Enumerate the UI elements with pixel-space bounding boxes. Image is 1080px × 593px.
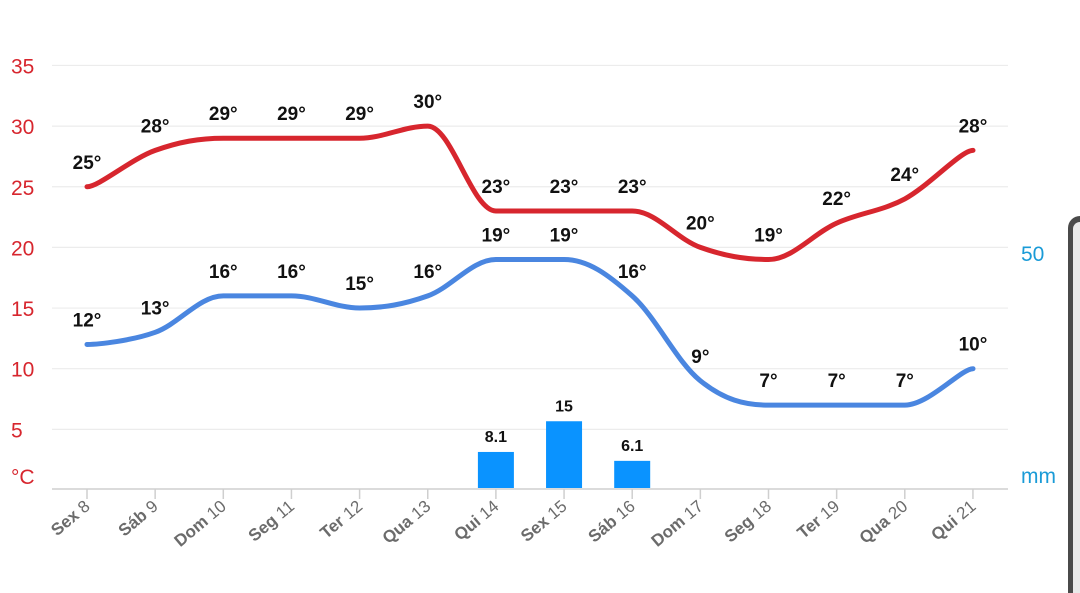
x-tick-label: Qua 13 — [379, 497, 435, 548]
temp-label-max: 25° — [73, 153, 102, 174]
y-tick-label: 35 — [11, 55, 34, 78]
precipitation-bar — [477, 451, 514, 488]
x-tick-label: Ter 12 — [317, 497, 367, 543]
y-tick-label: 25 — [11, 177, 34, 200]
temp-label-max: 28° — [141, 116, 170, 137]
temp-label-max: 20° — [686, 213, 715, 234]
temp-line-max — [84, 123, 976, 262]
y-axis-ticks: 5 10 15 20 25 30 35 — [11, 55, 34, 442]
x-tick-label: Seg 18 — [721, 497, 775, 547]
x-tick-label: Dom 17 — [648, 497, 707, 551]
y-tick-label: 30 — [11, 116, 34, 139]
temp-label-min: 13° — [141, 298, 170, 319]
x-tick-label: Sáb 9 — [115, 497, 162, 541]
x-tick-label: Sex 8 — [47, 497, 93, 540]
temp-label-min: 9° — [691, 347, 709, 368]
temp-label-max: 23° — [618, 177, 647, 198]
y-tick-label: 20 — [11, 237, 34, 260]
temp-line-min — [84, 256, 976, 408]
precipitation-label: 8.1 — [485, 429, 507, 446]
y-tick-label: 10 — [11, 359, 34, 382]
y2-axis-unit: mm — [1021, 465, 1056, 488]
precipitation-bars: 8.1 15 6.1 — [477, 398, 651, 488]
y-axis-unit: °C — [11, 466, 35, 489]
temp-label-min: 7° — [759, 371, 777, 392]
temp-label-max: 24° — [890, 165, 919, 186]
x-tick-label: Qui 21 — [927, 497, 979, 545]
y2-axis-tick: 50 — [1021, 243, 1044, 266]
temp-label-min: 10° — [959, 335, 988, 356]
temp-label-max: 23° — [550, 177, 579, 198]
temp-label-min: 19° — [550, 226, 579, 247]
temp-label-min: 7° — [828, 371, 846, 392]
temp-label-min: 16° — [209, 262, 238, 283]
x-tick-label: Qua 20 — [856, 497, 912, 548]
precipitation-bar — [614, 460, 651, 488]
temp-label-max: 19° — [754, 226, 783, 247]
x-tick-label: Dom 10 — [171, 497, 230, 551]
x-tick-label: Sex 15 — [517, 497, 570, 546]
temp-label-max: 23° — [482, 177, 511, 198]
temp-label-min: 15° — [345, 274, 374, 295]
temp-label-max: 28° — [959, 116, 988, 137]
temp-label-max: 30° — [413, 92, 442, 113]
temp-label-max: 29° — [209, 104, 238, 125]
grid-lines — [52, 64, 1008, 430]
temp-label-max: 29° — [277, 104, 306, 125]
temp-label-min: 7° — [896, 371, 914, 392]
temperature-labels: 25° 28° 29° 29° 29° 30° 23° 23° 23° 20° 19° 22° 24° 2… — [73, 92, 988, 392]
temp-label-max: 29° — [345, 104, 374, 125]
temp-label-min: 19° — [482, 226, 511, 247]
x-tick-label: Seg 11 — [245, 497, 298, 546]
temp-label-min: 16° — [618, 262, 647, 283]
x-tick-label: Qui 14 — [450, 497, 502, 545]
x-tick-label: Ter 19 — [794, 497, 844, 543]
y-tick-label: 5 — [11, 419, 23, 442]
temp-label-max: 22° — [822, 189, 851, 210]
precipitation-bar — [546, 421, 583, 488]
temp-label-min: 16° — [277, 262, 306, 283]
scroll-edge-track — [1073, 222, 1080, 593]
precipitation-label: 15 — [555, 398, 573, 415]
y-tick-label: 15 — [11, 298, 34, 321]
temp-label-min: 12° — [73, 310, 102, 331]
x-tick-label: Sáb 16 — [585, 497, 639, 547]
temp-label-min: 16° — [413, 262, 442, 283]
temperature-lines — [84, 123, 976, 408]
precipitation-label: 6.1 — [621, 438, 643, 455]
